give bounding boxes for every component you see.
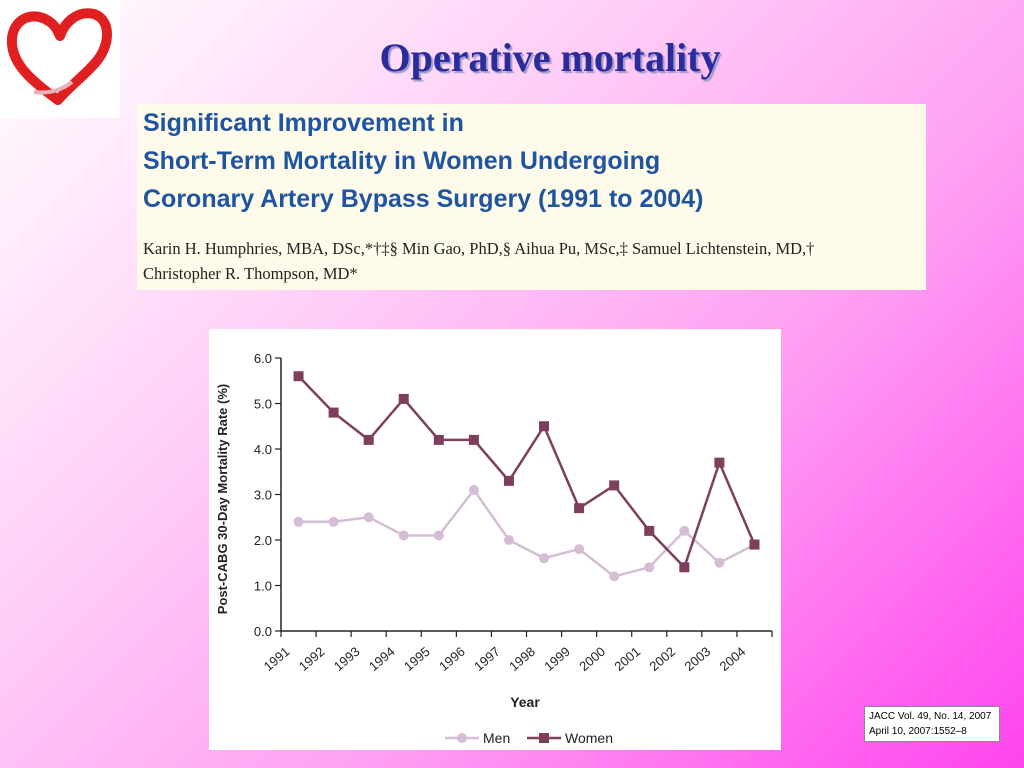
data-point-women bbox=[503, 475, 514, 486]
x-tick-label: 2002 bbox=[646, 644, 678, 674]
x-tick-label: 2003 bbox=[682, 644, 714, 674]
citation-box: JACC Vol. 49, No. 14, 2007 April 10, 200… bbox=[864, 706, 1000, 742]
y-tick-label: 2.0 bbox=[254, 533, 272, 548]
data-point-men bbox=[539, 553, 550, 564]
x-tick-label: 2000 bbox=[576, 644, 608, 674]
paper-authors-line: Karin H. Humphries, MBA, DSc,*†‡§ Min Ga… bbox=[143, 239, 815, 258]
paper-title-line: Coronary Artery Bypass Surgery (1991 to … bbox=[143, 185, 704, 213]
paper-title-line: Short-Term Mortality in Women Undergoing bbox=[143, 147, 661, 175]
series-line-men bbox=[298, 487, 756, 578]
x-axis-label: Year bbox=[510, 694, 540, 710]
data-point-women bbox=[328, 407, 339, 418]
data-point-women bbox=[433, 434, 444, 445]
data-point-women bbox=[714, 457, 725, 468]
data-point-men bbox=[398, 530, 409, 541]
chart-legend: Men Women bbox=[445, 730, 613, 746]
data-point-women bbox=[539, 421, 550, 432]
x-tick-label: 1991 bbox=[261, 644, 293, 674]
x-tick-label: 2001 bbox=[611, 644, 643, 674]
x-tick-label: 1992 bbox=[296, 644, 328, 674]
data-point-men bbox=[609, 571, 620, 582]
x-tick-label: 1994 bbox=[366, 644, 398, 674]
x-tick-label: 1998 bbox=[506, 644, 538, 674]
y-tick-label: 6.0 bbox=[254, 351, 272, 366]
data-point-men bbox=[503, 535, 514, 545]
paper-title-line: Significant Improvement in bbox=[143, 109, 464, 137]
data-point-men bbox=[644, 562, 655, 573]
series-line-women bbox=[297, 375, 756, 570]
data-point-women bbox=[609, 480, 620, 491]
data-point-women bbox=[644, 525, 655, 536]
y-axis-label: Post-CABG 30-Day Mortality Rate (%) bbox=[215, 384, 230, 614]
slide-title: Operative mortality bbox=[379, 35, 721, 80]
legend-marker bbox=[539, 733, 549, 743]
citation-line: JACC Vol. 49, No. 14, 2007 bbox=[869, 711, 992, 722]
data-point-men bbox=[433, 530, 444, 541]
data-point-women bbox=[679, 562, 690, 573]
data-point-men bbox=[468, 484, 479, 495]
x-tick-label: 1995 bbox=[401, 644, 433, 674]
data-point-men bbox=[574, 544, 585, 555]
citation-line: April 10, 2007:1552–8 bbox=[869, 726, 967, 737]
legend-label: Women bbox=[565, 730, 613, 746]
paper-authors-line: Christopher R. Thompson, MD* bbox=[143, 264, 358, 283]
x-tick-label: 1997 bbox=[471, 644, 503, 674]
data-point-women bbox=[293, 371, 304, 382]
data-point-men bbox=[714, 557, 725, 568]
y-tick-label: 0.0 bbox=[254, 624, 272, 639]
x-tick-label: 1996 bbox=[436, 644, 468, 674]
data-point-women bbox=[468, 434, 479, 445]
data-point-men bbox=[328, 516, 339, 527]
y-tick-label: 5.0 bbox=[254, 397, 272, 412]
y-tick-label: 1.0 bbox=[254, 579, 272, 594]
x-tick-label: 1993 bbox=[331, 644, 363, 674]
data-point-men bbox=[293, 516, 304, 527]
data-point-men bbox=[363, 512, 374, 523]
x-tick-label: 2004 bbox=[717, 644, 749, 674]
legend-label: Men bbox=[483, 730, 510, 746]
paper-authors: Karin H. Humphries, MBA, DSc,*†‡§ Min Ga… bbox=[143, 236, 923, 286]
data-point-women bbox=[363, 434, 374, 445]
heart-logo-icon bbox=[6, 8, 112, 105]
data-point-women bbox=[398, 393, 409, 404]
y-tick-label: 3.0 bbox=[254, 488, 272, 503]
mortality-chart: 0.0 1.0 2.0 3.0 4.0 5.0 6.0 1991 1992 1993 1994 199… bbox=[209, 329, 781, 750]
y-tick-label: 4.0 bbox=[254, 442, 272, 457]
paper-title: Significant Improvement in Short-Term Mo… bbox=[143, 104, 903, 218]
x-tick-label: 1999 bbox=[541, 644, 573, 674]
legend-marker bbox=[457, 733, 467, 743]
data-point-women bbox=[574, 503, 585, 514]
data-point-women bbox=[749, 539, 760, 550]
paper-header: Significant Improvement in Short-Term Mo… bbox=[137, 104, 926, 290]
data-point-men bbox=[679, 525, 690, 536]
logo-box bbox=[0, 0, 120, 118]
